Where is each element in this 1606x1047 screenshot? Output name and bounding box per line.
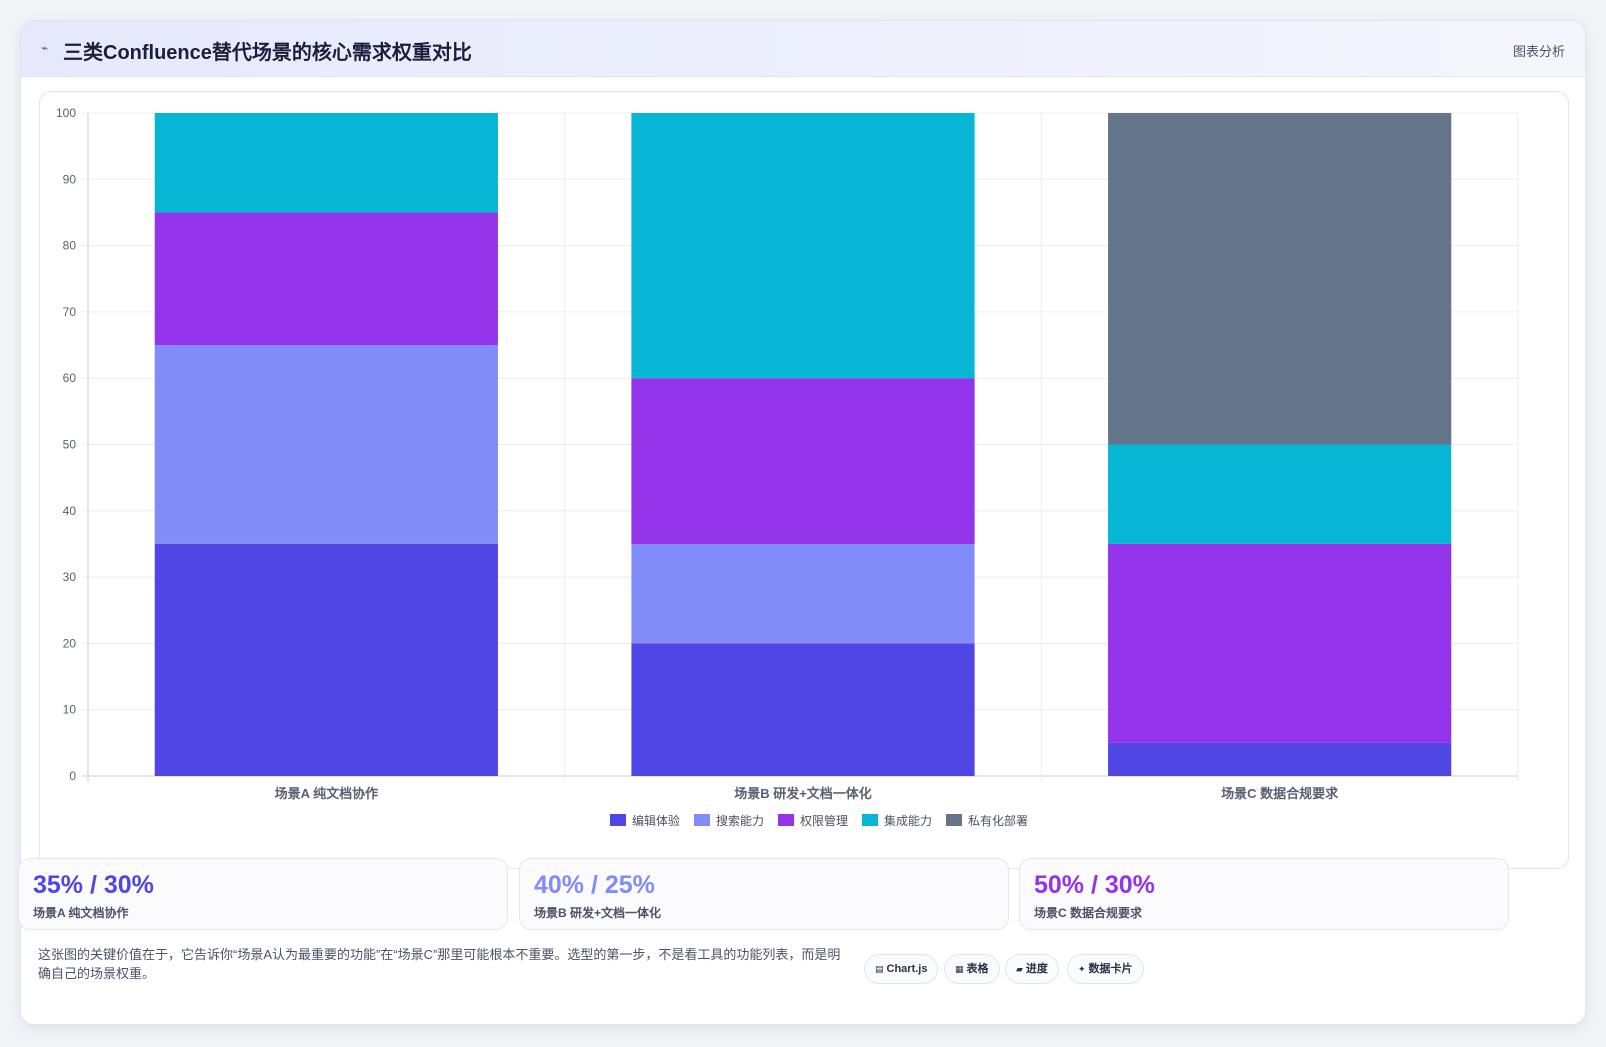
stat-label: 场景B 研发+文档一体化 [534, 906, 662, 920]
card-header: ⌁ 三类Confluence替代场景的核心需求权重对比 图表分析 [21, 21, 1585, 77]
stat-value: 50% / 30% [1034, 871, 1155, 899]
legend-swatch [778, 814, 794, 826]
table-icon: ▦ [955, 964, 964, 974]
bar-segment [154, 113, 498, 213]
legend-swatch [694, 814, 710, 826]
page-title: 三类Confluence替代场景的核心需求权重对比 [63, 42, 472, 64]
y-tick-label: 90 [63, 172, 77, 186]
bar-segment [1108, 113, 1452, 445]
bar-segment [631, 378, 975, 544]
y-tick-label: 100 [56, 106, 76, 120]
chip-data-card[interactable]: ✦ 数据卡片 [1067, 954, 1144, 984]
y-tick-label: 40 [63, 504, 77, 518]
chip-label: 进度 [1025, 963, 1048, 975]
stat-card-b: 40% / 25% 场景B 研发+文档一体化 [519, 858, 1009, 930]
bar-segment [154, 345, 498, 544]
bar-segment [631, 643, 975, 776]
chip-label: 表格 [966, 963, 989, 975]
stat-value: 35% / 30% [33, 871, 154, 899]
bar-segment [631, 113, 975, 379]
chip-label: 数据卡片 [1088, 963, 1133, 975]
chip-chartjs[interactable]: ▤ Chart.js [864, 954, 939, 984]
y-tick-label: 70 [63, 305, 77, 319]
note-text: 这张图的关键价值在于，它告诉你“场景A认为最重要的功能”在“场景C”那里可能根本… [38, 947, 841, 981]
chart-card: ⌁ 三类Confluence替代场景的核心需求权重对比 图表分析 0 10 20 30… [20, 20, 1586, 1025]
y-tick-label: 80 [63, 239, 77, 253]
x-tick-label: 场景A 纯文档协作 [275, 786, 379, 801]
bar-segment [631, 543, 975, 644]
stat-label: 场景A 纯文档协作 [33, 906, 129, 920]
y-tick-label: 20 [63, 636, 77, 650]
stat-value: 40% / 25% [534, 871, 655, 899]
y-tick-label: 30 [63, 570, 77, 584]
y-tick-label: 60 [63, 371, 77, 385]
y-tick-label: 10 [63, 703, 77, 717]
sparkle-icon: ✦ [1078, 964, 1086, 974]
legend-swatch [862, 814, 878, 826]
chip-progress[interactable]: ▰ 进度 [1005, 954, 1059, 984]
legend-label: 私有化部署 [968, 813, 1028, 828]
chip-label: Chart.js [886, 963, 928, 975]
legend-swatch [610, 814, 626, 826]
legend-label: 集成能力 [884, 813, 932, 828]
bar-segment [1108, 742, 1452, 776]
legend-label: 权限管理 [800, 813, 848, 828]
stat-card-c: 50% / 30% 场景C 数据合规要求 [1019, 858, 1509, 930]
bar-segment [154, 543, 498, 776]
chart-area: 0 10 20 30 40 50 60 70 80 90 100 场景A 纯文档协作 场景B 研发+文档… [39, 91, 1569, 869]
legend-swatch [946, 814, 962, 826]
stat-card-a: 35% / 30% 场景A 纯文档协作 [18, 858, 508, 930]
stacked-bar-chart: 0 10 20 30 40 50 60 70 80 90 100 场景A 纯文档协作 场景B 研发+文档… [56, 106, 1519, 828]
progress-icon: ▰ [1016, 964, 1023, 974]
chart-icon: ▤ [875, 964, 884, 974]
y-tick-label: 0 [69, 769, 76, 783]
legend-label: 编辑体验 [632, 813, 680, 828]
chart-line-icon: ⌁ [41, 41, 49, 55]
legend-label: 搜索能力 [716, 813, 764, 828]
bar-segment [1108, 543, 1452, 743]
x-tick-label: 场景B 研发+文档一体化 [734, 786, 872, 801]
y-tick-label: 50 [63, 438, 77, 452]
x-tick-label: 场景C 数据合规要求 [1221, 786, 1339, 801]
stats-row: 35% / 30% 场景A 纯文档协作 40% / 25% 场景B 研发+文档一… [18, 858, 1548, 930]
bar-segment [154, 212, 498, 346]
header-tag: 图表分析 [1512, 44, 1565, 59]
stat-label: 场景C 数据合规要求 [1034, 906, 1143, 920]
chip-table[interactable]: ▦ 表格 [944, 954, 1000, 984]
bar-segment [1108, 444, 1452, 544]
